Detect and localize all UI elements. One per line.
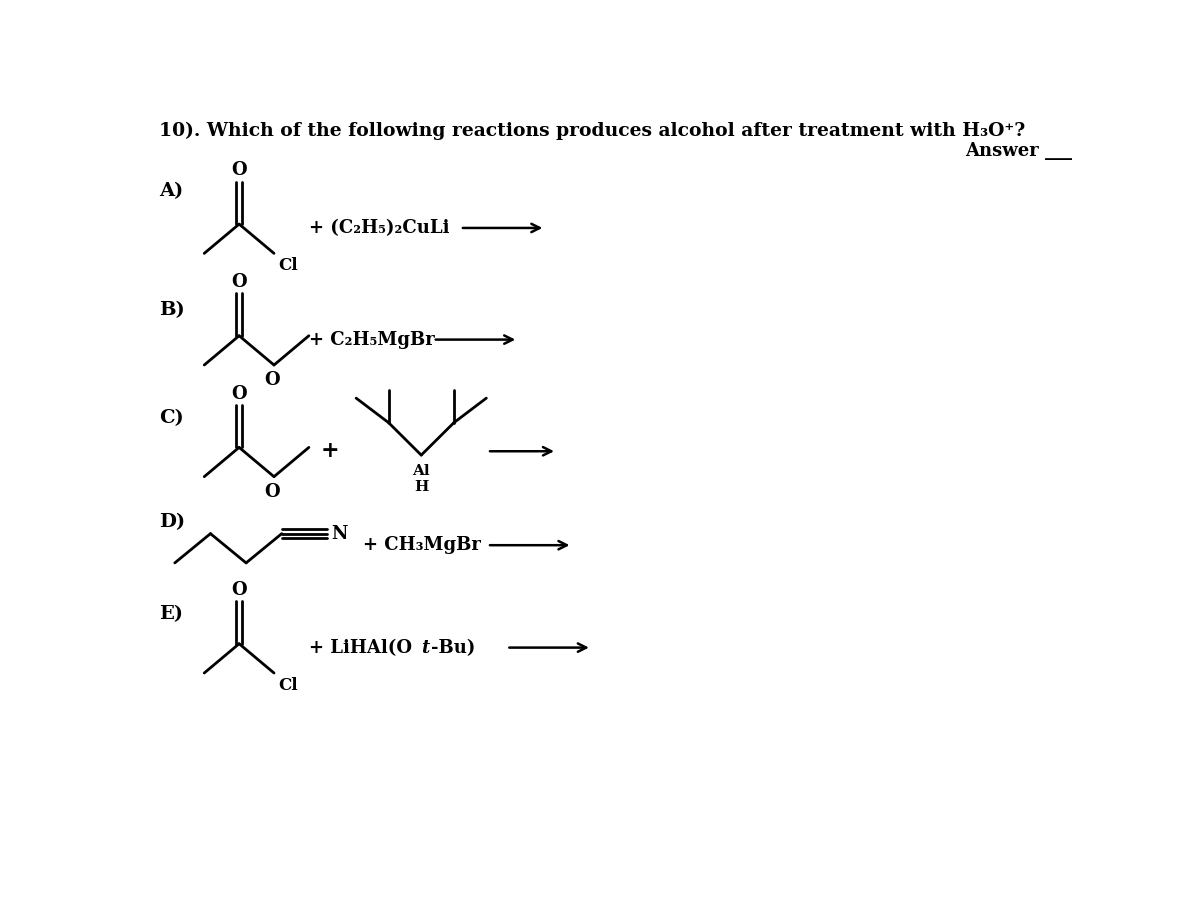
Text: -Bu): -Bu) [431, 639, 475, 657]
Text: O: O [232, 581, 247, 599]
Text: Cl: Cl [278, 257, 298, 274]
Text: O: O [265, 371, 281, 389]
Text: C): C) [160, 409, 184, 427]
Text: O: O [265, 483, 281, 500]
Text: D): D) [160, 513, 186, 531]
Text: Answer ___: Answer ___ [965, 142, 1073, 159]
Text: O: O [232, 385, 247, 403]
Text: N: N [331, 525, 348, 543]
Text: + C₂H₅MgBr: + C₂H₅MgBr [308, 330, 434, 348]
Text: + (C₂H₅)₂CuLi: + (C₂H₅)₂CuLi [308, 219, 449, 237]
Text: 10). Which of the following reactions produces alcohol after treatment with H₃O⁺: 10). Which of the following reactions pr… [160, 121, 1026, 140]
Text: A): A) [160, 182, 184, 200]
Text: B): B) [160, 301, 185, 319]
Text: +: + [320, 440, 340, 462]
Text: O: O [232, 161, 247, 179]
Text: O: O [232, 273, 247, 291]
Text: H: H [414, 480, 428, 494]
Text: t: t [421, 639, 430, 657]
Text: Al: Al [413, 464, 430, 479]
Text: + CH₃MgBr: + CH₃MgBr [364, 536, 481, 554]
Text: E): E) [160, 605, 184, 624]
Text: + LiHAl(O: + LiHAl(O [308, 639, 412, 657]
Text: Cl: Cl [278, 677, 298, 694]
